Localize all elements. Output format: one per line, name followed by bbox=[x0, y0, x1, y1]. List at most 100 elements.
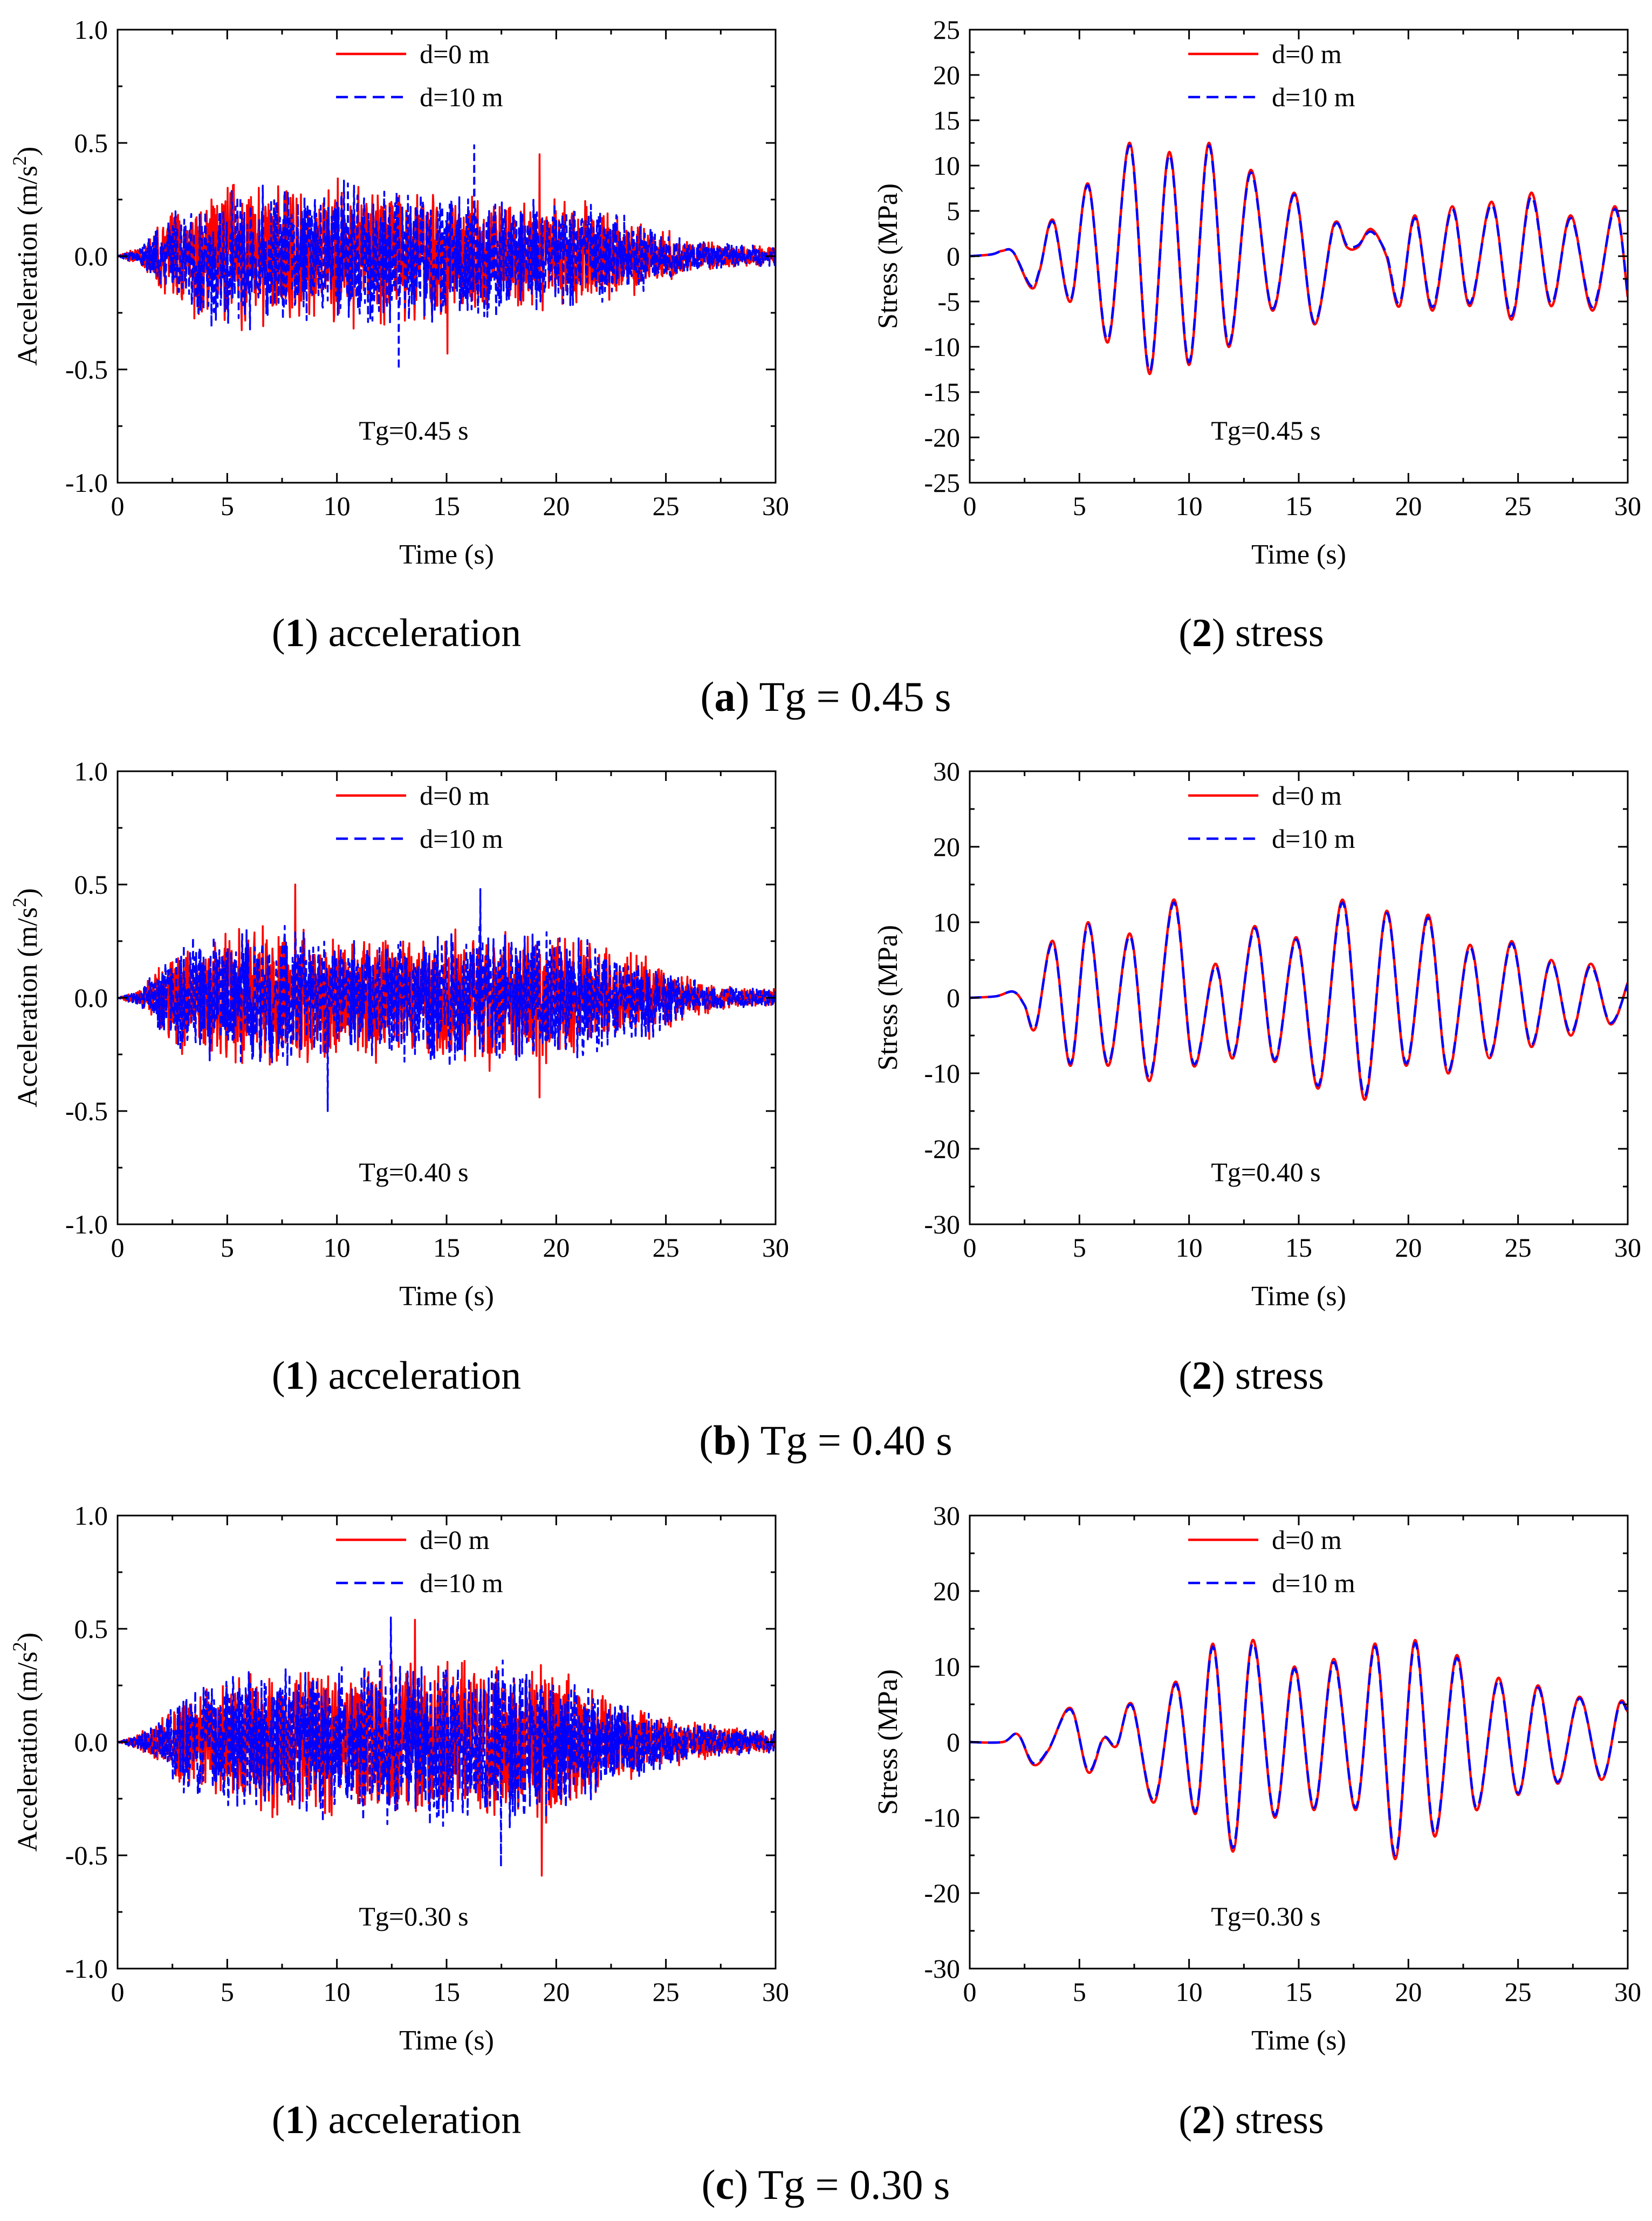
caption-a: (a) Tg = 0.45 s bbox=[700, 673, 951, 720]
tg-annotation: Tg=0.45 s bbox=[359, 415, 468, 445]
chart-stress-b: 0 5 10 15 20 25 30 -30 -20 -10 0 10 20 30 Time (s) Stre… bbox=[873, 756, 1641, 1312]
x-tick-label: 30 bbox=[1614, 1977, 1641, 2007]
y-tick-label: -1.0 bbox=[65, 1953, 108, 1984]
x-tick-label: 0 bbox=[963, 1232, 977, 1263]
x-tick-label: 10 bbox=[1176, 1232, 1203, 1263]
x-tick-label: 20 bbox=[543, 491, 570, 521]
legend-label-d10: d=10 m bbox=[420, 82, 503, 112]
x-tick-label: 0 bbox=[111, 1232, 125, 1263]
y-tick-label: -0.5 bbox=[65, 354, 108, 385]
y-tick-label: -1.0 bbox=[65, 468, 108, 498]
x-axis-label: Time (s) bbox=[399, 2025, 494, 2056]
y-tick-label: 10 bbox=[933, 907, 960, 937]
x-tick-label: 30 bbox=[762, 491, 789, 521]
subcaption-acceleration-b: (1) acceleration bbox=[272, 1354, 521, 1398]
legend: d=0 m d=10 m bbox=[336, 780, 503, 854]
series-d0-line bbox=[970, 898, 1628, 1101]
x-axis-label: Time (s) bbox=[1251, 1281, 1346, 1312]
plot-area bbox=[118, 144, 776, 371]
x-tick-label: 10 bbox=[324, 1977, 351, 2007]
x-axis-label: Time (s) bbox=[399, 539, 494, 570]
group-b: 0 5 10 15 20 25 30 -1.0 -0.5 0.0 0.5 1.0 Time (s) Acc… bbox=[9, 756, 1641, 1464]
legend-label-d10: d=10 m bbox=[1272, 1568, 1355, 1598]
x-tick-label: 15 bbox=[1285, 1232, 1312, 1263]
x-tick-label: 10 bbox=[1176, 491, 1203, 521]
y-tick-label: -30 bbox=[924, 1209, 960, 1239]
plot-area bbox=[118, 1616, 776, 1877]
legend-label-d0: d=0 m bbox=[1272, 780, 1342, 811]
y-tick-label: 10 bbox=[933, 1651, 960, 1682]
y-tick-label: 0.5 bbox=[74, 869, 108, 900]
legend: d=0 m d=10 m bbox=[336, 1525, 503, 1598]
x-tick-label: 5 bbox=[1073, 1977, 1086, 2007]
x-tick-label: 20 bbox=[1395, 1977, 1422, 2007]
subcaption-acceleration-a: (1) acceleration bbox=[272, 611, 521, 655]
x-tick-label: 15 bbox=[433, 1977, 460, 2007]
y-tick-label: -0.5 bbox=[65, 1840, 108, 1870]
y-tick-label: 0 bbox=[947, 1727, 960, 1757]
plot-area bbox=[970, 898, 1628, 1101]
legend-label-d10: d=10 m bbox=[1272, 82, 1355, 112]
legend-label-d0: d=0 m bbox=[420, 39, 490, 69]
x-tick-label: 20 bbox=[1395, 1232, 1422, 1263]
x-tick-label: 20 bbox=[1395, 491, 1422, 521]
y-tick-label: -10 bbox=[924, 1058, 960, 1088]
series-d10-line bbox=[970, 144, 1628, 373]
x-axis-label: Time (s) bbox=[1251, 2025, 1346, 2056]
y-axis-label: Stress (MPa) bbox=[873, 183, 903, 329]
x-tick-label: 0 bbox=[111, 1977, 125, 2007]
subcaption-acceleration-c: (1) acceleration bbox=[272, 2098, 521, 2142]
y-tick-label: 1.0 bbox=[74, 15, 108, 45]
x-tick-label: 10 bbox=[1176, 1977, 1203, 2007]
x-axis-label: Time (s) bbox=[1251, 539, 1346, 570]
y-tick-label: -0.5 bbox=[65, 1096, 108, 1126]
x-tick-label: 10 bbox=[324, 491, 351, 521]
y-tick-label: 0 bbox=[947, 241, 960, 271]
legend-label-d0: d=0 m bbox=[1272, 1525, 1342, 1555]
y-tick-label: -20 bbox=[924, 1134, 960, 1164]
y-tick-label: -1.0 bbox=[65, 1209, 108, 1239]
y-axis-label: Acceleration (m/s2) bbox=[9, 1633, 43, 1852]
y-tick-label: -15 bbox=[924, 377, 960, 407]
subcaption-stress-c: (2) stress bbox=[1178, 2098, 1324, 2142]
y-tick-label: -10 bbox=[924, 332, 960, 362]
x-tick-label: 25 bbox=[1505, 1977, 1532, 2007]
x-tick-label: 15 bbox=[1285, 1977, 1312, 2007]
x-tick-label: 15 bbox=[1285, 491, 1312, 521]
y-tick-label: 30 bbox=[933, 1500, 960, 1531]
plot-area bbox=[118, 883, 776, 1112]
x-tick-label: 5 bbox=[221, 491, 234, 521]
x-tick-label: 20 bbox=[543, 1977, 570, 2007]
x-tick-label: 25 bbox=[1505, 491, 1532, 521]
y-tick-label: -25 bbox=[924, 468, 960, 498]
legend: d=0 m d=10 m bbox=[1188, 39, 1355, 112]
x-tick-label: 0 bbox=[111, 491, 125, 521]
y-tick-label: 20 bbox=[933, 60, 960, 90]
y-axis-label: Stress (MPa) bbox=[873, 1669, 903, 1815]
y-tick-label: -20 bbox=[924, 1878, 960, 1908]
chart-stress-a: 0 5 10 15 20 25 30 -25 -20 -15 -10 -5 0 5 10 15 20 25 Time… bbox=[873, 15, 1641, 570]
x-tick-label: 10 bbox=[324, 1232, 351, 1263]
plot-area bbox=[970, 141, 1628, 375]
subcaption-stress-a: (2) stress bbox=[1178, 611, 1324, 655]
y-tick-label: 0.5 bbox=[74, 1614, 108, 1644]
y-tick-label: 0 bbox=[947, 983, 960, 1013]
tg-annotation: Tg=0.40 s bbox=[359, 1157, 468, 1187]
group-a: 0 5 10 15 20 25 30 -1.0 -0.5 0.0 0.5 1.0 Time (s) Acc… bbox=[9, 15, 1641, 720]
chart-acceleration-a: 0 5 10 15 20 25 30 -1.0 -0.5 0.0 0.5 1.0 Time (s) Acc… bbox=[9, 15, 789, 570]
series-d10-line bbox=[970, 1642, 1628, 1857]
y-tick-label: 0.0 bbox=[74, 983, 108, 1013]
x-tick-label: 20 bbox=[543, 1232, 570, 1263]
tg-annotation: Tg=0.30 s bbox=[359, 1901, 468, 1931]
caption-c: (c) Tg = 0.30 s bbox=[702, 2161, 950, 2208]
x-tick-label: 0 bbox=[963, 491, 977, 521]
series-d10-line bbox=[118, 144, 776, 371]
legend: d=0 m d=10 m bbox=[1188, 780, 1355, 854]
x-axis-label: Time (s) bbox=[399, 1281, 494, 1312]
series-d10-line bbox=[970, 901, 1628, 1098]
y-tick-label: -20 bbox=[924, 422, 960, 453]
group-c: 0 5 10 15 20 25 30 -1.0 -0.5 0.0 0.5 1.0 Time (s) Acc… bbox=[9, 1500, 1641, 2208]
y-tick-label: 15 bbox=[933, 105, 960, 135]
series-d0-line bbox=[970, 1639, 1628, 1861]
legend-label-d10: d=10 m bbox=[420, 1568, 503, 1598]
